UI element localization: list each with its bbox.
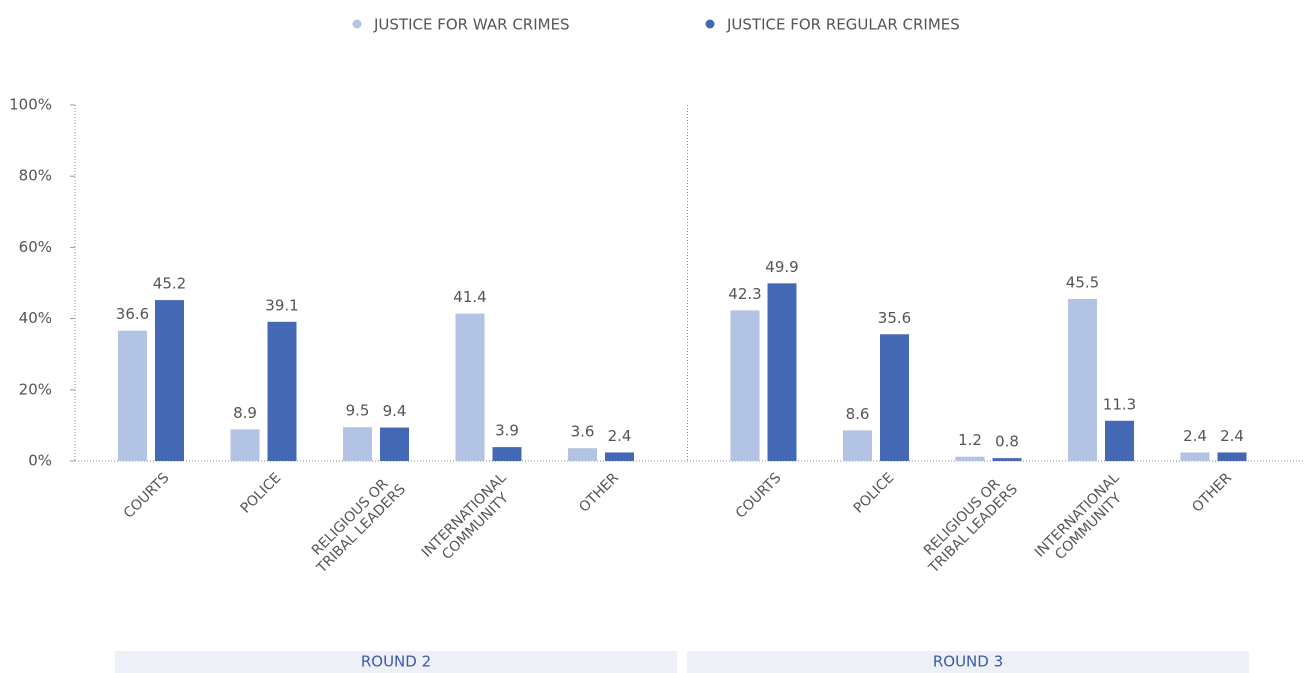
group-band <box>115 651 677 673</box>
value-label: 42.3 <box>728 285 761 303</box>
y-tick-label: 60% <box>19 238 52 256</box>
y-tick-label: 80% <box>19 167 52 185</box>
bar <box>605 452 634 461</box>
value-label: 45.2 <box>153 275 186 293</box>
bar <box>767 283 797 461</box>
bar <box>992 458 1022 461</box>
bar <box>1217 452 1247 461</box>
y-tick-label: 100% <box>9 96 52 114</box>
legend-label: JUSTICE FOR WAR CRIMES <box>373 16 570 34</box>
bar <box>1068 299 1097 461</box>
group-band <box>687 651 1249 673</box>
value-label: 0.8 <box>995 433 1019 451</box>
value-label: 45.5 <box>1066 274 1099 292</box>
bar <box>1180 452 1210 461</box>
bar <box>843 430 872 461</box>
value-label: 8.6 <box>846 405 870 423</box>
bar <box>880 334 909 461</box>
bar <box>730 310 760 461</box>
value-label: 2.4 <box>608 427 632 445</box>
value-label: 2.4 <box>1183 427 1207 445</box>
value-label: 49.9 <box>765 258 798 276</box>
value-label: 39.1 <box>265 296 298 314</box>
legend-label: JUSTICE FOR REGULAR CRIMES <box>726 16 960 34</box>
bar <box>568 448 597 461</box>
bar <box>267 321 297 461</box>
y-tick-label: 0% <box>28 452 52 470</box>
legend-marker <box>352 19 362 29</box>
value-label: 3.6 <box>571 423 595 441</box>
bar <box>118 330 147 461</box>
legend-marker <box>705 19 715 29</box>
bar <box>955 456 985 461</box>
bar <box>155 300 184 461</box>
y-tick-label: 20% <box>19 380 52 398</box>
value-label: 1.2 <box>958 431 982 449</box>
group-label: ROUND 3 <box>933 653 1003 671</box>
value-label: 36.6 <box>116 305 149 323</box>
value-label: 9.4 <box>383 402 407 420</box>
value-label: 35.6 <box>878 309 911 327</box>
value-label: 3.9 <box>495 422 519 440</box>
group-label: ROUND 2 <box>361 653 431 671</box>
value-label: 2.4 <box>1220 427 1244 445</box>
bar <box>492 447 522 461</box>
value-label: 41.4 <box>453 288 486 306</box>
value-label: 9.5 <box>346 402 370 420</box>
bar <box>380 427 409 461</box>
value-label: 8.9 <box>233 404 257 422</box>
bar <box>455 313 485 461</box>
bar <box>230 429 260 461</box>
value-label: 11.3 <box>1103 395 1136 413</box>
bar <box>1105 420 1134 461</box>
bar <box>343 427 372 461</box>
y-tick-label: 40% <box>19 309 52 327</box>
